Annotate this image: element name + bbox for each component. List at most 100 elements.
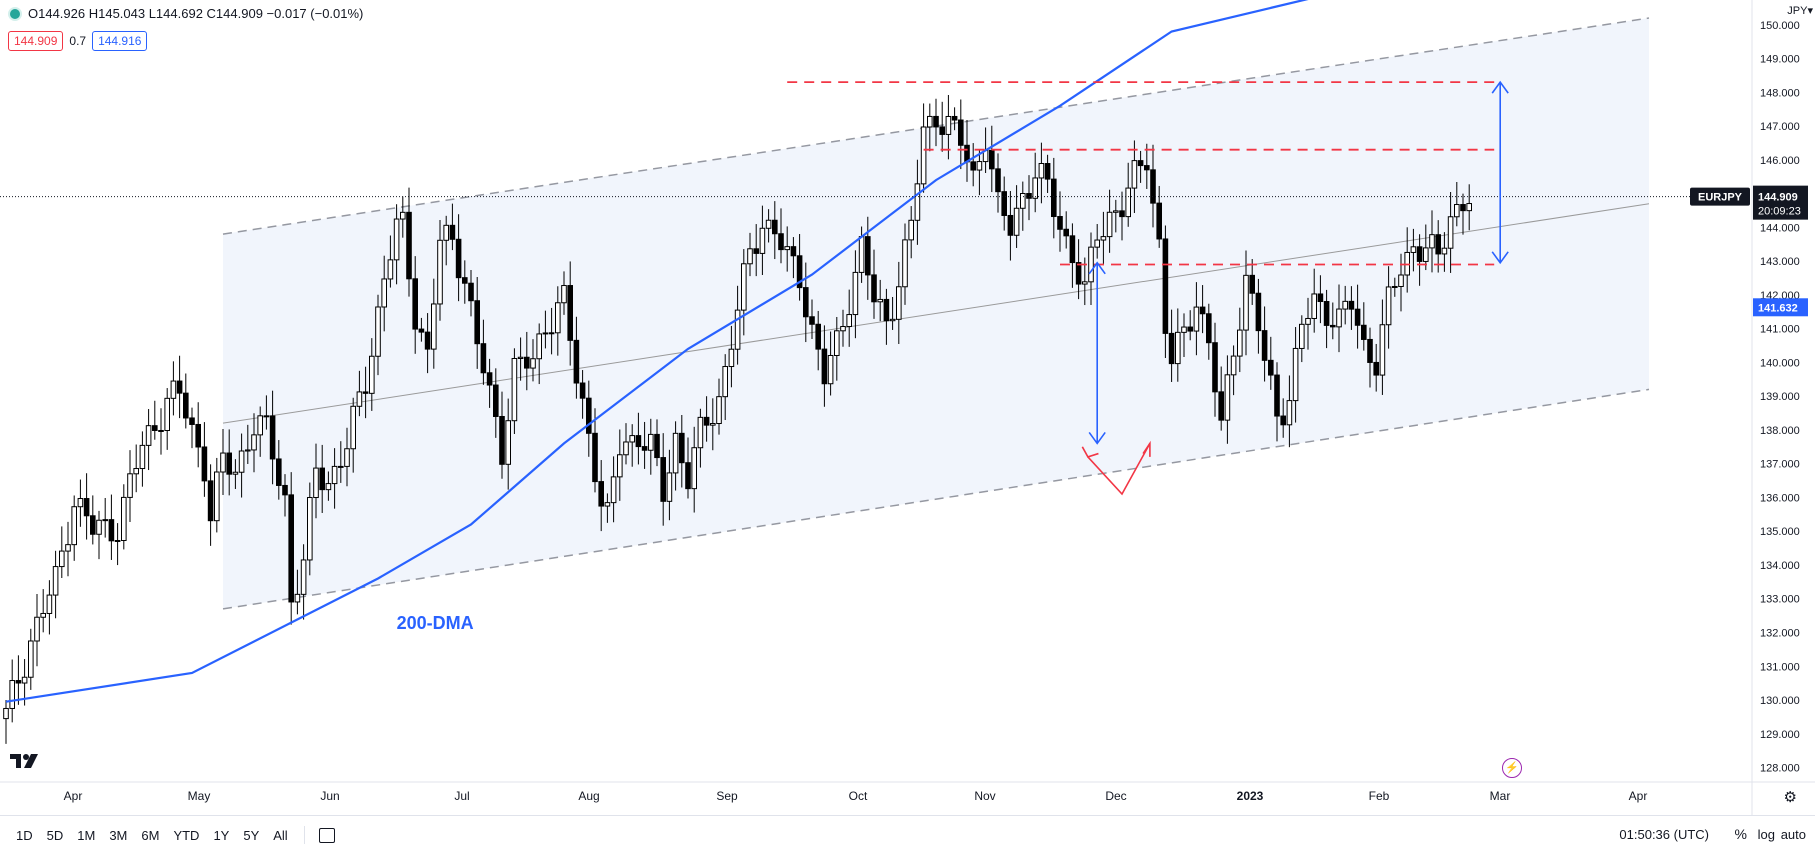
candle-body bbox=[772, 219, 778, 235]
y-tick-label: 138.000 bbox=[1760, 425, 1800, 437]
x-tick-label: Mar bbox=[1490, 789, 1511, 803]
candle-body bbox=[59, 550, 65, 568]
auto-toggle[interactable]: auto bbox=[1780, 827, 1806, 842]
candle-body bbox=[517, 356, 524, 359]
candle-body bbox=[294, 593, 301, 603]
arrow-head bbox=[1142, 440, 1151, 457]
candle-body bbox=[1398, 274, 1404, 287]
candle-body bbox=[1113, 210, 1119, 213]
x-tick-label: Apr bbox=[1629, 789, 1648, 803]
calendar-range-icon[interactable] bbox=[318, 827, 335, 843]
symbol-tag bbox=[1690, 187, 1750, 206]
candle-body bbox=[778, 233, 784, 251]
candle-body bbox=[257, 415, 263, 436]
candle-body bbox=[989, 149, 995, 170]
candle-body bbox=[734, 309, 741, 350]
candle-body bbox=[852, 271, 859, 316]
candle-body bbox=[400, 211, 406, 220]
timeframe-1d[interactable]: 1D bbox=[16, 827, 33, 843]
candle-body bbox=[3, 707, 9, 720]
candle-body bbox=[672, 432, 679, 474]
utc-clock[interactable]: 01:50:36 (UTC) bbox=[1619, 827, 1709, 842]
timeframe-all[interactable]: All bbox=[273, 827, 288, 843]
candle-body bbox=[263, 415, 270, 418]
currency-selector[interactable]: JPY▾ bbox=[1787, 4, 1813, 17]
candle-body bbox=[604, 502, 611, 507]
timeframe-6m[interactable]: 6M bbox=[141, 827, 160, 843]
timeframe-3m[interactable]: 3M bbox=[109, 827, 128, 843]
candle-body bbox=[691, 447, 698, 490]
percent-toggle[interactable]: % bbox=[1734, 826, 1747, 842]
candle-body bbox=[1286, 400, 1293, 426]
log-toggle[interactable]: log bbox=[1757, 827, 1775, 842]
gear-icon[interactable]: ⚙ bbox=[1783, 789, 1797, 806]
ohlc-values: O144.926 H145.043 L144.692 C144.909 −0.0… bbox=[28, 6, 364, 21]
candle-body bbox=[114, 540, 121, 543]
candle-body bbox=[344, 448, 350, 467]
candle-body bbox=[1416, 246, 1423, 262]
timeframe-1y[interactable]: 1Y bbox=[213, 827, 230, 843]
candle-body bbox=[1100, 236, 1107, 241]
timeframe-5d[interactable]: 5D bbox=[46, 827, 64, 843]
ma-price-tag bbox=[1753, 298, 1808, 317]
price-axis[interactable]: 150.000149.000148.000147.000146.000145.0… bbox=[1760, 20, 1800, 775]
arrow-head bbox=[1081, 446, 1099, 458]
candles bbox=[3, 94, 1473, 744]
last-price-tag bbox=[1753, 185, 1808, 220]
x-tick-label: Feb bbox=[1369, 789, 1390, 803]
candle-body bbox=[1193, 306, 1200, 332]
candle-body bbox=[46, 594, 53, 614]
timeframe-5y[interactable]: 5Y bbox=[243, 827, 260, 843]
lightning-icon[interactable]: ⚡ bbox=[1502, 758, 1522, 778]
price-chart[interactable]: 200-DMA 150.000 149.000 148.000 147.000 146.… bbox=[0, 0, 1815, 815]
price-tags: EURJPY 144.909 20:09:23 141.632 bbox=[1690, 185, 1808, 317]
buy-button[interactable]: 144.916 bbox=[92, 31, 148, 51]
candle-body bbox=[1181, 326, 1187, 333]
candle-body bbox=[803, 287, 809, 318]
channel-lower-line bbox=[222, 388, 1650, 610]
candle-body bbox=[1168, 332, 1175, 365]
x-tick-label: Sep bbox=[716, 789, 738, 803]
candle-body bbox=[790, 246, 797, 257]
y-tick-label: 141.000 bbox=[1760, 324, 1800, 336]
sell-button[interactable]: 144.909 bbox=[8, 31, 64, 51]
candle-body bbox=[1013, 207, 1020, 236]
candle-body bbox=[77, 498, 84, 508]
x-tick-label: Oct bbox=[849, 789, 868, 803]
y-tick-label: 149.000 bbox=[1760, 54, 1800, 66]
candle-body bbox=[1199, 306, 1206, 315]
candle-body bbox=[1317, 293, 1324, 303]
candle-body bbox=[1249, 274, 1256, 294]
candle-body bbox=[753, 248, 760, 254]
candle-body bbox=[1361, 324, 1367, 340]
spread-value: 0.7 bbox=[69, 34, 87, 48]
candle-body bbox=[356, 391, 363, 407]
channel-mid-line bbox=[222, 203, 1650, 424]
candle-body bbox=[28, 640, 34, 678]
candle-body bbox=[468, 282, 474, 302]
candle-body bbox=[976, 161, 983, 171]
ohlc-legend: O144.926 H145.043 L144.692 C144.909 −0.0… bbox=[8, 6, 363, 21]
arrow-head bbox=[1491, 251, 1509, 265]
candle-body bbox=[1354, 308, 1361, 326]
arrow-head bbox=[1088, 261, 1106, 275]
timeframe-ytd[interactable]: YTD bbox=[173, 827, 200, 843]
time-axis[interactable]: Apr May Jun Jul Aug Sep Oct Nov Dec 2023 Feb Mar Apr bbox=[64, 789, 1648, 803]
timeframe-1m[interactable]: 1M bbox=[77, 827, 96, 843]
measure-arrows bbox=[1081, 80, 1509, 496]
candle-body bbox=[369, 355, 375, 394]
candle-body bbox=[40, 612, 47, 618]
candle-body bbox=[703, 416, 710, 426]
candle-body bbox=[418, 328, 425, 333]
y-tick-label: 135.000 bbox=[1760, 526, 1800, 538]
candle-body bbox=[127, 473, 133, 498]
candle-body bbox=[455, 238, 462, 279]
candle-body bbox=[815, 323, 822, 350]
candle-body bbox=[945, 115, 952, 135]
candle-body bbox=[889, 318, 896, 322]
candle-body bbox=[958, 119, 964, 146]
candle-body bbox=[108, 519, 115, 542]
candle-body bbox=[170, 380, 177, 399]
candle-body bbox=[1379, 324, 1386, 376]
candle-body bbox=[1323, 301, 1330, 326]
